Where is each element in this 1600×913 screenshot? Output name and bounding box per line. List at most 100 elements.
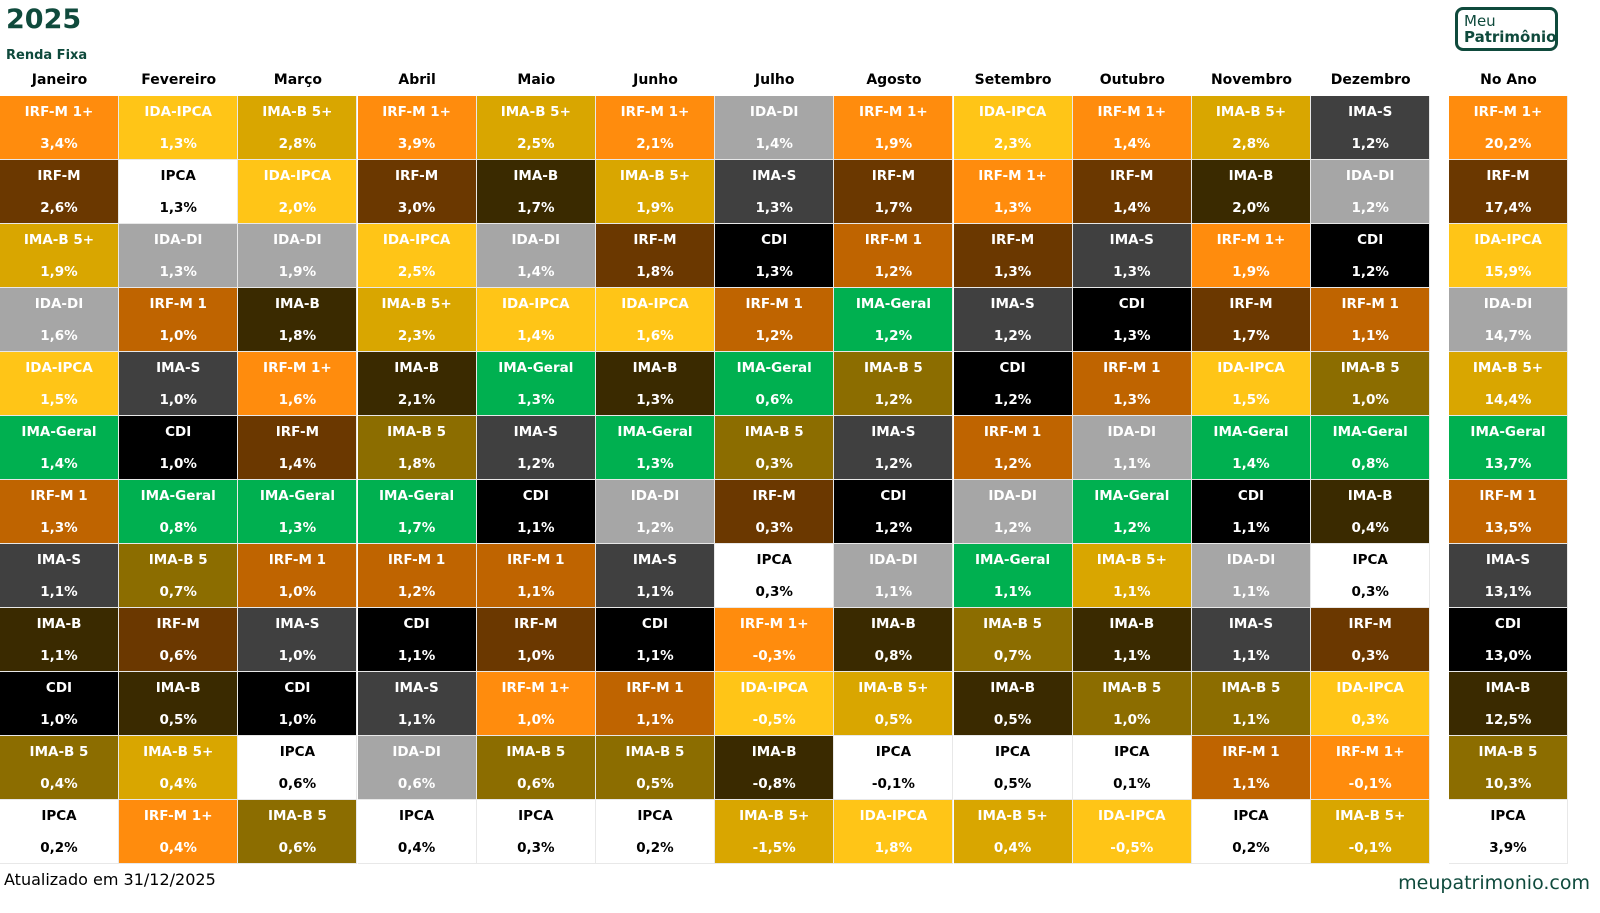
index-return: 0,4%: [40, 776, 78, 792]
index-name: IPCA: [1114, 744, 1150, 760]
index-return: 1,4%: [278, 456, 317, 472]
index-name: IDA-IPCA: [502, 296, 570, 312]
meu-patrimonio-logo: Meu Patrimônio: [1455, 7, 1558, 51]
index-name: IMA-S: [513, 424, 558, 440]
index-cell: IRF-M 1+ 3,9%: [357, 96, 477, 160]
index-cell: IMA-B 5 0,7%: [953, 608, 1073, 672]
index-cell: IMA-B 1,1%: [1072, 608, 1192, 672]
index-name: IRF-M 1: [1341, 296, 1399, 312]
index-name: IDA-DI: [630, 488, 680, 504]
index-name: IMA-B 5: [983, 616, 1043, 632]
index-cell: IDA-DI 1,2%: [596, 480, 715, 544]
index-name: IMA-B 5+: [500, 104, 571, 120]
index-return: 0,2%: [636, 840, 674, 856]
index-name: IRF-M: [1486, 168, 1530, 184]
index-cell: IPCA 0,6%: [238, 736, 358, 800]
page-subtitle: Renda Fixa: [6, 48, 88, 63]
index-return: 1,4%: [1232, 456, 1270, 472]
index-return: 0,3%: [1351, 712, 1389, 728]
index-name: IMA-B: [751, 744, 797, 760]
index-return: 12,5%: [1484, 712, 1532, 728]
index-cell: IMA-S 1,1%: [0, 544, 119, 608]
index-return: 1,3%: [517, 392, 555, 408]
index-name: IMA-B: [1228, 168, 1274, 184]
index-name: IRF-M: [1110, 168, 1154, 184]
index-return: 1,3%: [1113, 328, 1151, 344]
index-cell: IMA-S 1,1%: [596, 544, 715, 608]
index-cell: IRF-M 2,6%: [0, 160, 119, 224]
index-name: IMA-S: [394, 680, 439, 696]
index-return: 0,3%: [755, 584, 793, 600]
index-name: IMA-B 5: [1102, 680, 1162, 696]
index-name: IDA-IPCA: [25, 360, 93, 376]
index-return: 1,2%: [874, 392, 913, 408]
index-cell: IMA-Geral 1,3%: [476, 352, 596, 416]
index-name: IMA-Geral: [379, 488, 455, 504]
index-name: IRF-M: [514, 616, 558, 632]
index-return: 0,6%: [755, 392, 793, 408]
index-cell: IMA-B 0,8%: [834, 608, 954, 672]
index-name: IMA-B 5+: [1096, 552, 1167, 568]
column-header: Março: [273, 72, 322, 88]
index-name: IMA-B: [870, 616, 916, 632]
index-cell: IMA-B 2,0%: [1192, 160, 1311, 224]
index-name: IMA-B 5: [1221, 680, 1281, 696]
index-cell: CDI 1,3%: [1072, 288, 1192, 352]
index-name: IPCA: [1233, 808, 1269, 824]
index-name: IRF-M 1+: [501, 680, 571, 696]
column-header: Agosto: [866, 72, 922, 88]
index-name: IMA-B 5+: [381, 296, 452, 312]
index-return: 2,3%: [993, 136, 1032, 152]
index-name: IDA-DI: [1226, 552, 1276, 568]
index-return: 1,9%: [40, 264, 78, 280]
index-name: IRF-M 1: [268, 552, 327, 568]
index-return: 1,2%: [1351, 200, 1389, 216]
index-cell: IMA-Geral 1,3%: [596, 416, 715, 480]
index-return: 1,0%: [517, 712, 555, 728]
index-cell: IMA-B 5 1,8%: [357, 416, 477, 480]
index-name: IDA-IPCA: [1336, 680, 1404, 696]
index-name: IDA-DI: [392, 744, 441, 760]
index-cell: IPCA 0,2%: [0, 800, 119, 864]
index-cell: IDA-IPCA 1,3%: [119, 96, 239, 160]
index-return: 1,1%: [1351, 328, 1389, 344]
index-cell: IMA-B 5 1,1%: [1192, 672, 1311, 736]
index-name: IDA-DI: [34, 296, 84, 312]
index-name: IMA-B: [1485, 680, 1531, 696]
index-cell: IMA-Geral 1,2%: [834, 288, 954, 352]
index-cell: IDA-DI 1,1%: [1192, 544, 1311, 608]
index-name: IRF-M: [1229, 296, 1273, 312]
index-name: IDA-DI: [1107, 424, 1157, 440]
index-return: 1,3%: [755, 200, 793, 216]
index-return: -0,1%: [1348, 840, 1392, 856]
index-cell: IRF-M 1+ 20,2%: [1449, 96, 1568, 160]
index-return: 13,0%: [1484, 648, 1532, 664]
index-cell: IPCA 0,5%: [953, 736, 1073, 800]
index-name: IDA-DI: [749, 104, 799, 120]
index-return: -0,5%: [1110, 840, 1154, 856]
index-return: 1,5%: [40, 392, 78, 408]
index-name: IMA-B 5: [267, 808, 327, 824]
index-cell: IPCA 3,9%: [1449, 800, 1568, 864]
index-cell: IRF-M 1 1,3%: [1072, 352, 1192, 416]
index-return: 1,3%: [636, 392, 674, 408]
index-name: IMA-B 5: [1478, 744, 1538, 760]
index-name: IMA-B: [36, 616, 82, 632]
index-cell: CDI 1,1%: [1192, 480, 1311, 544]
index-cell: IRF-M 1 1,2%: [715, 288, 835, 352]
index-return: 1,9%: [1232, 264, 1270, 280]
index-name: CDI: [761, 232, 788, 248]
index-cell: IDA-IPCA -0,5%: [715, 672, 835, 736]
index-cell: IMA-Geral 1,3%: [238, 480, 358, 544]
index-name: IMA-B 5: [29, 744, 89, 760]
site-link[interactable]: meupatrimonio.com: [1398, 872, 1590, 894]
index-return: 2,8%: [278, 136, 317, 152]
index-cell: IDA-IPCA 0,3%: [1311, 672, 1431, 736]
index-cell: IDA-DI 1,3%: [119, 224, 239, 288]
index-return: 1,4%: [40, 456, 78, 472]
index-cell: IDA-IPCA 1,8%: [834, 800, 954, 864]
index-return: 1,3%: [993, 200, 1032, 216]
index-cell: IRF-M 1+ 3,4%: [0, 96, 119, 160]
index-return: 0,8%: [159, 520, 197, 536]
index-name: IMA-B 5+: [1335, 808, 1406, 824]
